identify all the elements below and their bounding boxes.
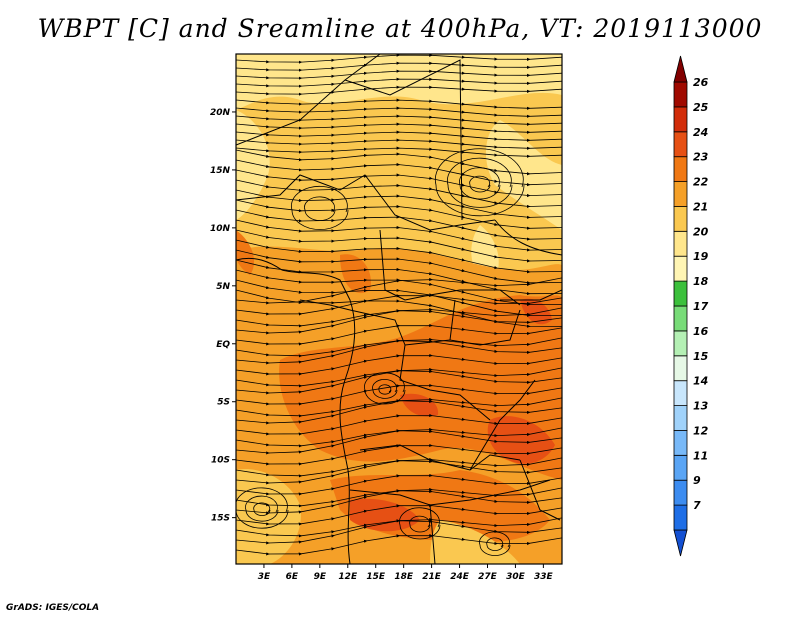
- lon-tick-label: 27E: [478, 572, 498, 582]
- lon-tick-label: 21E: [422, 572, 442, 582]
- streamline: [236, 487, 289, 529]
- map-title: WBPT [C] and Sreamline at 400hPa, VT: 20…: [37, 14, 763, 43]
- wbpt-shading: [236, 54, 562, 564]
- lat-tick-label: 15S: [211, 514, 230, 524]
- streamline: [486, 537, 504, 551]
- streamline: [304, 196, 336, 221]
- streamline: [447, 157, 513, 208]
- streamline: [364, 372, 406, 405]
- lon-tick-label: 9E: [314, 572, 327, 582]
- streamline: [236, 533, 562, 556]
- streamline: [378, 384, 392, 395]
- lon-tick-label: 12E: [338, 572, 358, 582]
- lon-tick-label: 18E: [394, 572, 414, 582]
- streamline: [236, 85, 562, 96]
- lat-tick-label: 5N: [216, 282, 230, 292]
- streamline: [434, 148, 525, 217]
- lon-tick-label: 6E: [286, 572, 299, 582]
- latitude-axis: 20N 15N 10N 5N EQ 5S 10S 15S: [210, 108, 236, 524]
- lat-tick-label: 20N: [210, 108, 231, 118]
- lon-tick-label: 15E: [366, 572, 386, 582]
- streamline: [372, 379, 398, 399]
- streamline: [409, 515, 431, 533]
- streamline: [399, 507, 441, 540]
- lat-tick-label: EQ: [216, 340, 230, 350]
- lon-tick-label: 30E: [506, 572, 526, 582]
- footer-credit: GrADS: IGES/COLA: [6, 603, 100, 613]
- map-frame: [235, 53, 563, 565]
- streamline: [479, 531, 511, 556]
- streamline: [253, 502, 271, 516]
- streamlines: [236, 54, 562, 556]
- lat-tick-label: 10N: [210, 224, 231, 234]
- lat-tick-label: 15N: [210, 166, 231, 176]
- lat-tick-label: 5S: [217, 398, 230, 408]
- streamline: [469, 175, 491, 193]
- lon-tick-label: 24E: [450, 572, 470, 582]
- lon-tick-label: 3E: [258, 572, 271, 582]
- lat-tick-label: 10S: [211, 456, 230, 466]
- streamline: [291, 185, 349, 230]
- longitude-axis: 3E 6E 9E 12E 15E 18E 21E 24E 27E 30E 33E: [258, 564, 554, 582]
- streamline: [245, 495, 279, 522]
- streamline: [459, 167, 501, 200]
- lon-tick-label: 33E: [534, 572, 554, 582]
